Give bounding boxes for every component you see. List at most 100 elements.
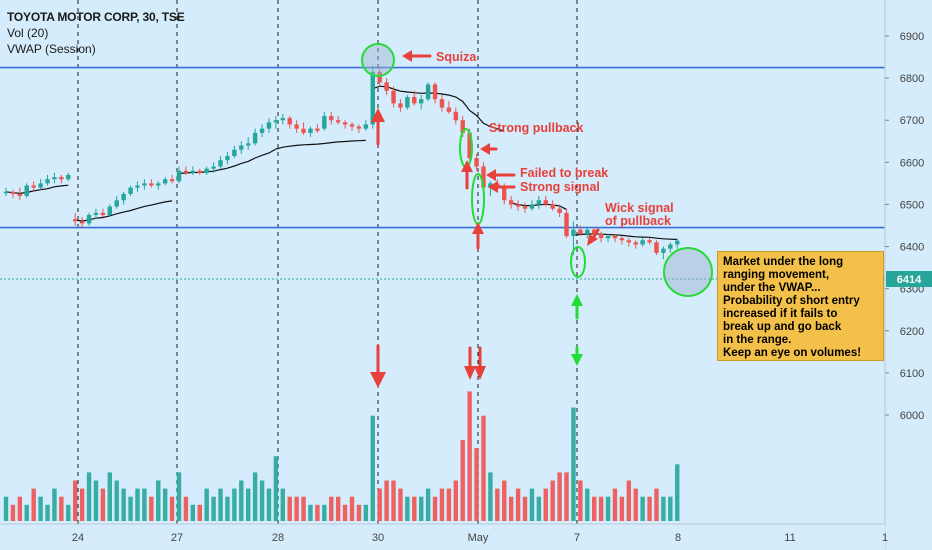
- price-badge: 6414: [897, 274, 922, 286]
- candle-body: [585, 229, 590, 234]
- candle-body: [425, 84, 431, 100]
- candle-body: [508, 200, 514, 205]
- time-label-11: 11: [784, 532, 795, 544]
- candle-body: [17, 193, 23, 197]
- volume-bar: [142, 488, 147, 521]
- legend-vwap: VWAP (Session): [7, 42, 96, 56]
- volume-bar: [412, 496, 417, 521]
- candle-body: [128, 187, 133, 194]
- candle-body: [294, 124, 299, 129]
- candlesticks: [3, 65, 680, 260]
- volume-bar: [273, 456, 279, 521]
- squiza-circle: [361, 43, 395, 77]
- volume-bar: [626, 480, 631, 521]
- volume-bar: [481, 415, 486, 521]
- volume-bar: [564, 472, 569, 521]
- volume-bar: [578, 480, 583, 521]
- time-label-28: 28: [272, 532, 284, 544]
- price-label-6400: 6400: [900, 242, 924, 254]
- price-badge-bg: [886, 271, 932, 287]
- volume-bar: [287, 496, 292, 521]
- candle-body: [536, 200, 542, 205]
- projection-circle: [663, 247, 713, 297]
- legend-symbol: TOYOTA MOTOR CORP, 30, TSE: [7, 10, 185, 24]
- candle-body: [38, 183, 43, 188]
- volume-bar: [335, 496, 341, 521]
- candle-body: [522, 206, 528, 209]
- candle-body: [156, 183, 161, 186]
- red-arrows: [370, 50, 600, 388]
- volume-bar: [612, 488, 618, 521]
- candle-body: [571, 229, 576, 237]
- volume-bar: [592, 496, 597, 521]
- candle-body: [218, 160, 223, 167]
- volume-bar: [52, 488, 57, 521]
- candle-body: [232, 149, 237, 157]
- analysis-note: Market under the long ranging movement, …: [717, 251, 884, 361]
- candle-body: [211, 166, 216, 169]
- volume-bar: [598, 496, 604, 521]
- candle-body: [557, 208, 562, 213]
- candle-body: [169, 179, 175, 182]
- volume-bar: [156, 480, 161, 521]
- volume-bar: [668, 496, 673, 521]
- candle-body: [405, 97, 410, 108]
- volume-bar: [301, 496, 306, 521]
- volume-bar: [183, 496, 189, 521]
- candle-body: [578, 229, 583, 234]
- candle-body: [204, 168, 209, 173]
- candle-body: [45, 179, 50, 184]
- candle-body: [391, 90, 396, 104]
- annotation-failed-1: Failed to break: [520, 166, 608, 180]
- volume-bar: [571, 407, 576, 521]
- price-label-6200: 6200: [900, 326, 924, 338]
- horizontal-levels: [0, 66, 885, 229]
- candle-body: [225, 156, 230, 161]
- candle-body: [114, 200, 119, 207]
- volume-bar: [356, 504, 362, 521]
- annotation-squiza: Squiza: [436, 50, 477, 64]
- volume-bar: [79, 488, 85, 521]
- volume-bar: [329, 496, 334, 521]
- candle-body: [598, 233, 604, 239]
- time-axis[interactable]: [0, 524, 885, 550]
- price-label-6800: 6800: [900, 73, 924, 85]
- volume-bar: [73, 480, 78, 521]
- candle-body: [446, 107, 452, 112]
- price-label-6500: 6500: [900, 199, 924, 211]
- volume-bar: [169, 496, 175, 521]
- candle-body: [107, 206, 112, 215]
- volume-bar: [259, 480, 265, 521]
- candle-body: [612, 236, 618, 239]
- volume-bar: [45, 504, 50, 521]
- volume-bars: [3, 391, 680, 521]
- volume-bar: [315, 504, 320, 521]
- candle-body: [467, 132, 472, 159]
- volume-bar: [488, 472, 493, 521]
- candle-body: [474, 158, 479, 167]
- candle-body: [342, 122, 348, 125]
- candle-body: [626, 240, 631, 243]
- candle-body: [640, 240, 645, 245]
- volume-bar: [107, 472, 112, 521]
- candle-body: [322, 116, 327, 129]
- volume-bar: [66, 504, 71, 521]
- time-label-27: 27: [171, 532, 183, 544]
- price-label-6600: 6600: [900, 157, 924, 169]
- volume-bar: [557, 472, 562, 521]
- candle-body: [190, 170, 196, 173]
- candle-body: [356, 126, 362, 129]
- volume-bar: [432, 496, 438, 521]
- volume-bar: [522, 496, 528, 521]
- volume-bar: [605, 496, 611, 521]
- annotations: Squiza Strong pullback Failed to break S…: [361, 43, 713, 388]
- annotation-wick-1: Wick signal: [605, 201, 674, 215]
- candle-body: [592, 229, 597, 234]
- candle-body: [675, 240, 680, 245]
- green-arrows: [571, 294, 583, 366]
- candle-body: [59, 177, 64, 180]
- candle-body: [329, 116, 334, 121]
- volume-bar: [100, 488, 106, 521]
- volume-bar: [294, 496, 299, 521]
